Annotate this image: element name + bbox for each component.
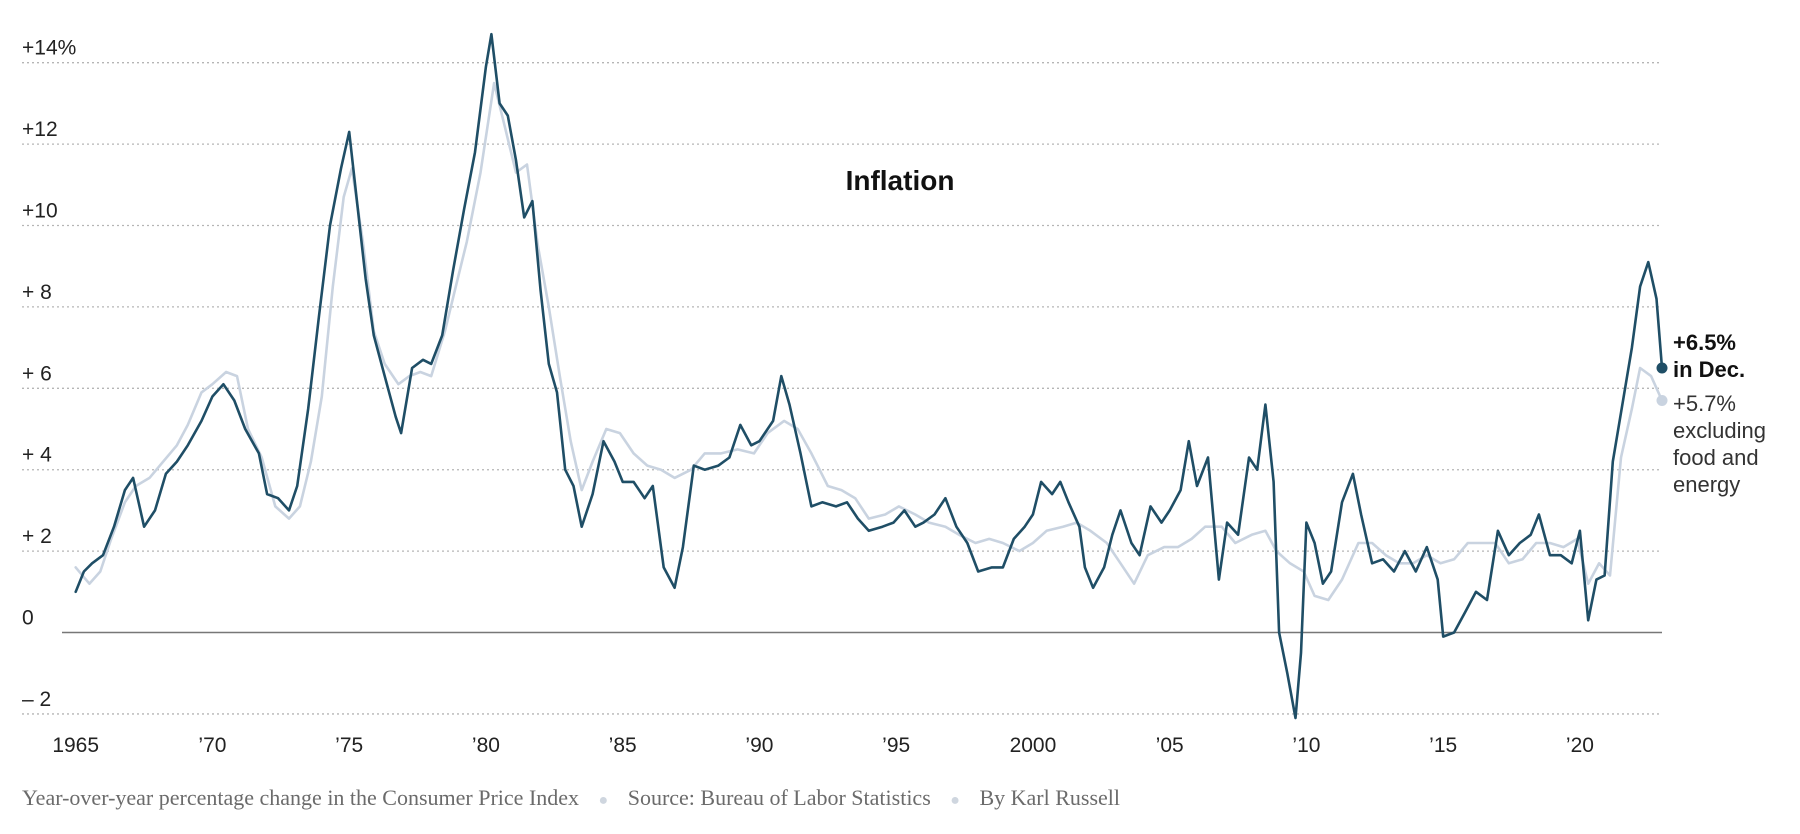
chart-byline: By Karl Russell [979,785,1120,810]
x-axis-ticks: 1965 ’70 ’75 ’80 ’85 ’90 ’95 2000 ’05 ’10 ’15 ’20 [52,734,1594,757]
x-tick-label: ’95 [882,734,910,757]
x-tick-label: 2000 [1010,734,1057,757]
y-tick-label: 0 [22,607,34,630]
dec-month-label: in Dec. [1673,357,1745,382]
y-tick-label: + 6 [22,362,52,385]
separator-dot-icon: ● [598,792,609,809]
cpi-core-line [74,81,1664,602]
y-tick-label: +10 [22,200,58,223]
chart-description: Year-over-year percentage change in the … [22,785,580,810]
x-tick-label: ’05 [1156,734,1184,757]
y-tick-label: + 4 [22,444,52,467]
y-tick-label: + 2 [22,525,52,548]
end-markers [1656,362,1668,407]
core-value-label: +5.7% [1673,391,1736,416]
core-label-line1: excluding [1673,418,1766,443]
chart-source: Source: Bureau of Labor Statistics [627,785,931,810]
cpi-core-end-marker [1656,395,1668,407]
y-tick-label: – 2 [22,688,51,711]
x-tick-label: ’15 [1429,734,1457,757]
cpi-all-items-end-marker [1656,362,1668,374]
chart-footer: Year-over-year percentage change in the … [22,785,1120,811]
core-label-line2: food and [1673,445,1759,470]
x-tick-label: ’80 [472,734,500,757]
dec-value-label: +6.5% [1673,330,1736,355]
x-tick-label: ’20 [1566,734,1594,757]
x-tick-label: ’90 [745,734,773,757]
y-tick-label: +14% [22,37,76,60]
x-tick-label: ’75 [335,734,363,757]
x-tick-label: 1965 [52,734,99,757]
y-axis-ticks: +14% +12 +10 + 8 + 6 + 4 + 2 0 – 2 [22,37,76,711]
y-tick-label: + 8 [22,281,52,304]
core-label-line3: energy [1673,472,1740,497]
gridlines [22,62,1662,715]
chart-title: Inflation [846,165,955,196]
x-tick-label: ’85 [609,734,637,757]
separator-dot-icon: ● [950,792,960,809]
series-lines [74,32,1664,720]
cpi-all-items-line [74,32,1664,720]
x-tick-label: ’70 [198,734,226,757]
y-tick-label: +12 [22,118,58,141]
x-tick-label: ’10 [1292,734,1320,757]
